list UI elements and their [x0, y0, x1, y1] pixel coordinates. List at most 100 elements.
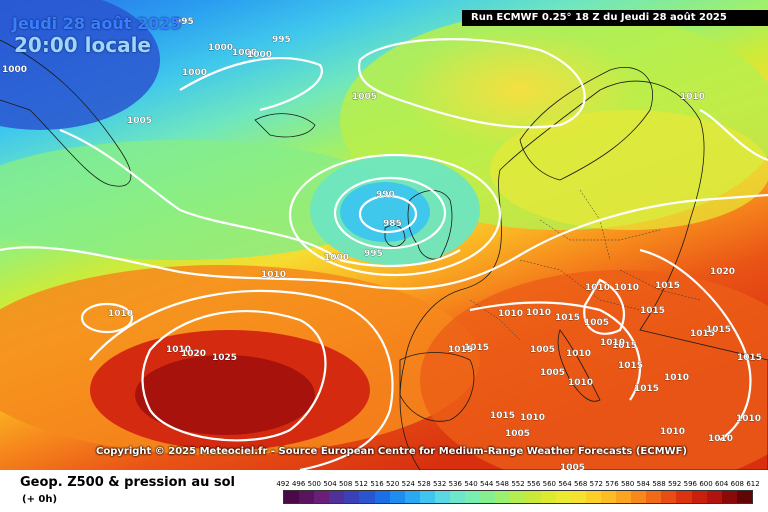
forecast-date: Jeudi 28 août 2025 — [12, 14, 182, 33]
isobar-1005-north — [357, 38, 586, 129]
scale-value: 560 — [542, 480, 557, 488]
scale-swatch — [344, 491, 360, 503]
isobar-985-ring — [358, 194, 418, 234]
scale-value: 568 — [573, 480, 588, 488]
scale-value: 540 — [464, 480, 478, 488]
isobar-line — [179, 57, 323, 112]
z500-band-west — [0, 140, 400, 260]
isobar-label: 1000 — [2, 65, 27, 75]
isobar-label: 1000 — [208, 43, 233, 53]
scale-value: 584 — [636, 480, 651, 488]
isobar-label: 1000 — [247, 50, 272, 60]
z500-low-greenland — [0, 0, 160, 130]
isobar-label: 1010 — [108, 309, 133, 319]
isobar-label: 990 — [376, 190, 395, 200]
z500-band-southeast — [420, 270, 768, 470]
isobar-label: 1015 — [612, 341, 637, 351]
isobar-1020-azores — [141, 309, 327, 442]
isobar-label: 1015 — [640, 306, 665, 316]
isobar-990-ring — [333, 176, 447, 250]
isobar-label: 1010 — [600, 338, 625, 348]
isobar-labels: 9959951000100010001000100010051005990985… — [2, 17, 762, 470]
isobar-label: 1000 — [232, 48, 257, 58]
border-line — [619, 269, 701, 301]
scale-value: 516 — [370, 480, 384, 488]
isobar-label: 1015 — [737, 353, 762, 363]
isobar-label: 995 — [175, 17, 194, 27]
scandinavia-coast — [519, 67, 653, 181]
isobar-1010-europe — [469, 301, 642, 401]
scale-swatch — [585, 491, 601, 503]
isobar-label: 1015 — [555, 313, 580, 323]
scale-value: 496 — [291, 480, 306, 488]
isobar-label: 1015 — [655, 281, 680, 291]
scale-value: 508 — [338, 480, 353, 488]
isobar-1010-loop — [80, 302, 134, 334]
forecast-offset: (+ 0h) — [22, 494, 58, 505]
scale-value: 548 — [495, 480, 510, 488]
copyright-notice: Copyright © 2025 Meteociel.fr - Source E… — [96, 446, 687, 457]
border-line — [539, 219, 661, 241]
scale-value: 504 — [323, 480, 337, 488]
isobar-label: 1015 — [464, 343, 489, 353]
isobar-label: 1010 — [614, 283, 639, 293]
border-line — [469, 299, 521, 341]
isobar-label: 1010 — [166, 345, 191, 355]
scale-value: 600 — [699, 480, 713, 488]
scale-swatch — [736, 491, 752, 503]
isobar-label: 1010 — [498, 309, 523, 319]
greenland-coast — [0, 39, 132, 187]
isobar-label: 1010 — [568, 378, 593, 388]
model-run-info: Run ECMWF 0.25° 18 Z du Jeudi 28 août 20… — [462, 10, 768, 26]
isobar-label: 1010 — [585, 283, 610, 293]
isobar-label: 995 — [272, 35, 291, 45]
scale-swatch — [600, 491, 617, 503]
map-canvas: 9959951000100010001000100010051005990985… — [0, 0, 768, 470]
scale-value: 608 — [730, 480, 745, 488]
scale-swatch — [465, 491, 481, 503]
scale-swatch — [359, 491, 375, 503]
scale-swatch — [480, 491, 496, 503]
isobar-line — [59, 128, 461, 268]
scale-swatch — [314, 491, 330, 503]
scale-swatch — [495, 491, 511, 503]
scale-swatch — [721, 491, 737, 503]
isobar-label: 1010 — [736, 414, 761, 424]
isobar-1010-band — [0, 193, 768, 290]
isobar-label: 1010 — [526, 308, 551, 318]
coastlines — [0, 39, 768, 470]
isobar-label: 995 — [364, 249, 383, 259]
isobar-label: 1005 — [505, 429, 530, 439]
isobar-label: 1015 — [618, 361, 643, 371]
isobar-label: 1005 — [560, 463, 585, 470]
scale-value: 552 — [511, 480, 525, 488]
scale-swatch — [404, 491, 420, 503]
scale-value: 564 — [558, 480, 572, 488]
scale-swatch — [299, 491, 315, 503]
scale-swatch — [374, 491, 390, 503]
isobar-label: 1020 — [181, 349, 206, 359]
ireland-coast — [384, 224, 406, 247]
scale-swatch — [419, 491, 435, 503]
scale-value: 596 — [683, 480, 698, 488]
scale-value: 604 — [714, 480, 729, 488]
italy-coast — [557, 329, 601, 402]
isobar-label: 1005 — [352, 92, 377, 102]
color-scale-labels: 492 496 500 504 508 512 516 520 524 528 532 536 540 5… — [276, 480, 759, 490]
scale-swatch — [510, 491, 526, 503]
scale-value: 536 — [448, 480, 463, 488]
isobar-label: 985 — [383, 219, 402, 229]
isobar-label: 1025 — [212, 353, 237, 363]
isobar-label: 1010 — [680, 92, 705, 102]
scale-swatch — [389, 491, 405, 503]
isobar-label: 1010 — [520, 413, 545, 423]
scale-swatch — [706, 491, 722, 503]
scale-value: 520 — [385, 480, 400, 488]
geopotential-map: 995 995 1000 1000 1000 1000 1000 1005 1005 990 985… — [0, 0, 768, 470]
scale-swatch — [691, 491, 707, 503]
scale-value: 544 — [479, 480, 494, 488]
scale-swatch — [434, 491, 451, 503]
isobar-label: 1015 — [706, 325, 731, 335]
scale-swatch — [570, 491, 586, 503]
